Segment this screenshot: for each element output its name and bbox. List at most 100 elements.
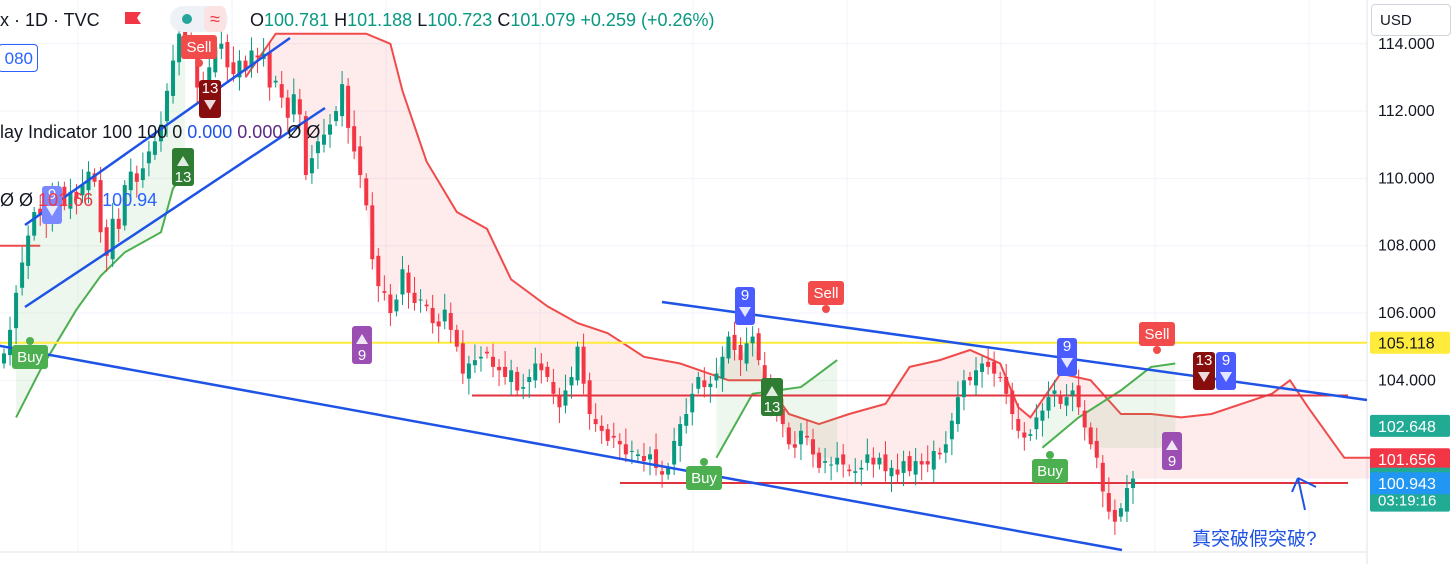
flag-icon[interactable] <box>124 11 142 25</box>
candle <box>1100 455 1105 508</box>
candle-body <box>1064 397 1069 406</box>
indicator-legend-2[interactable]: Ø Ø 101.66 100.94 <box>0 190 157 211</box>
signal-marker-box <box>686 466 722 490</box>
status-toggle[interactable]: ≈ <box>170 6 228 32</box>
arrow-up-icon <box>1166 440 1178 450</box>
signal-marker-label: Buy <box>17 349 43 366</box>
candle <box>967 371 972 386</box>
value-box[interactable]: 080 <box>0 44 38 72</box>
candle <box>231 46 236 82</box>
candle <box>376 248 381 302</box>
candle <box>853 458 858 484</box>
candle-body <box>134 173 139 182</box>
candle-body <box>533 363 538 381</box>
candle-body <box>195 50 200 88</box>
candle <box>285 89 290 134</box>
indicator-empty-1: Ø <box>287 122 302 142</box>
candle <box>611 422 616 448</box>
candle <box>346 78 351 144</box>
signal-marker-label: 13 <box>175 169 192 186</box>
candle-body <box>400 269 405 295</box>
candle-body <box>340 84 345 117</box>
candle <box>648 446 652 476</box>
candle-body <box>871 457 876 465</box>
candle-body <box>1130 478 1135 489</box>
candle-body <box>623 444 628 455</box>
candle-body <box>491 356 496 367</box>
candle-body <box>823 461 828 463</box>
candle-body <box>122 185 127 226</box>
candle <box>545 361 550 383</box>
signal-marker: 13 <box>761 378 783 416</box>
candle-body <box>726 336 731 359</box>
arrow-up-icon <box>356 334 368 344</box>
indicator-legend-1[interactable]: lay Indicator 100 100 0 0.000 0.000 Ø Ø <box>0 122 320 143</box>
candle-body <box>786 427 791 445</box>
candle-body <box>660 471 665 475</box>
candle-body <box>744 343 749 364</box>
candle-body <box>442 309 447 322</box>
candle-body <box>877 457 882 465</box>
signal-marker: 13 <box>199 80 221 118</box>
candle-body <box>907 456 912 472</box>
indicator2-empty-1: Ø <box>0 190 15 210</box>
signal-marker: 9 <box>352 326 372 364</box>
candle-body <box>20 262 25 288</box>
candle-body <box>708 383 713 388</box>
candle <box>1082 400 1087 441</box>
candle-body <box>780 408 785 425</box>
signal-marker-label: Sell <box>186 39 211 56</box>
candle <box>551 368 556 405</box>
candle-body <box>931 451 936 470</box>
candle-body <box>817 452 822 468</box>
candle <box>690 383 695 426</box>
candle-body <box>714 373 719 381</box>
signal-pointer-dot <box>1153 346 1161 354</box>
price-label: 102.648 <box>1370 414 1450 437</box>
price-label: 105.118 <box>1370 331 1450 354</box>
bullish-zone-fill <box>1042 363 1176 448</box>
candle <box>883 441 888 482</box>
signal-marker: 9 <box>1057 338 1077 376</box>
candle <box>303 111 308 181</box>
candle <box>744 327 749 372</box>
arrow-down-icon <box>1198 372 1210 382</box>
candle <box>448 302 453 343</box>
candle-body <box>394 299 399 312</box>
bullish-zone-fill <box>16 33 186 418</box>
candle-body <box>303 116 308 176</box>
candle-body <box>412 292 417 303</box>
candle <box>708 375 713 403</box>
wave-icon: ≈ <box>204 6 226 32</box>
candle-body <box>334 111 339 122</box>
candle <box>68 178 73 220</box>
signal-marker: Sell <box>808 281 844 313</box>
arrow-down-icon <box>46 206 58 216</box>
candle-body <box>974 370 979 386</box>
candle <box>986 346 991 375</box>
high-label: H <box>334 10 348 30</box>
symbol-title[interactable]: x · 1D · TVC <box>0 10 100 30</box>
arrow-down-icon <box>1061 358 1073 368</box>
candle <box>980 355 985 388</box>
indicator2-value-1: 101.66 <box>38 190 94 210</box>
candle-body <box>364 178 369 206</box>
candle <box>563 374 568 414</box>
candle <box>974 357 979 396</box>
candle-body <box>889 467 894 477</box>
candle-body <box>484 351 489 354</box>
indicator-param-2: 100 <box>137 122 168 142</box>
candle <box>919 453 924 481</box>
candle-body <box>992 361 997 374</box>
candle <box>1040 402 1045 437</box>
candle-body <box>1004 376 1009 394</box>
candle <box>593 403 598 432</box>
currency-select[interactable]: USD <box>1371 4 1451 36</box>
candle <box>732 321 737 361</box>
indicator-name: lay Indicator <box>0 122 98 142</box>
signal-marker-box <box>1162 432 1182 470</box>
candle-body <box>611 435 616 438</box>
candle <box>92 168 97 187</box>
candle-body <box>171 60 176 96</box>
